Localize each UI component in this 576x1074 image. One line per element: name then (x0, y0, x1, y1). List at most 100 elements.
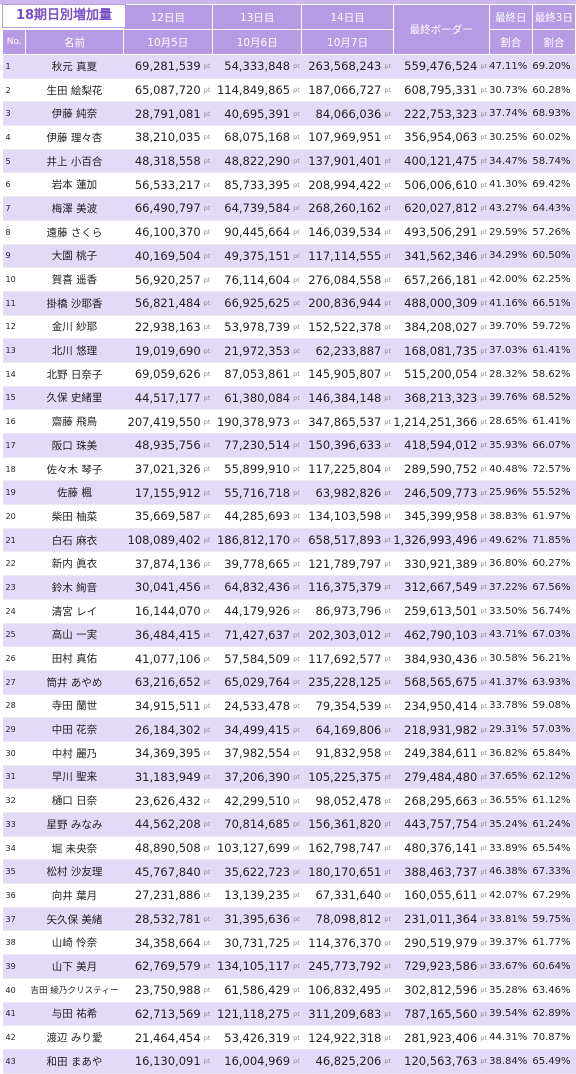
cell-no: 20 (2, 504, 26, 529)
unit-label: pt (479, 741, 490, 766)
table-body: 1 秋元 真夏 69,281,539 pt 54,333,848 pt 263,568,24… (2, 54, 576, 1074)
cell-day14: 106,832,495 (301, 978, 384, 1003)
cell-last3-ratio: 62.12% (532, 765, 576, 790)
cell-final-border: 443,757,754 (393, 812, 480, 837)
unit-label: pt (383, 765, 394, 790)
unit-label: pt (383, 267, 394, 292)
cell-final-border: 341,562,346 (393, 244, 480, 269)
cell-name: 田村 真佑 (25, 646, 124, 671)
unit-label: pt (202, 670, 213, 695)
cell-lastday-ratio: 28.65% (489, 409, 533, 434)
unit-label: pt (292, 646, 302, 671)
unit-label: pt (202, 978, 213, 1003)
unit-label: pt (202, 930, 213, 956)
unit-label: pt (479, 172, 490, 198)
cell-day13: 134,105,117 (212, 954, 293, 979)
cell-name: 鈴木 絢音 (25, 575, 124, 600)
table-row: 34 堀 未央奈 48,890,508 pt 103,127,699 pt 162,798,… (2, 836, 576, 861)
cell-day12: 30,041,456 (123, 575, 203, 600)
unit-label: pt (383, 836, 394, 861)
cell-lastday-ratio: 49.62% (489, 528, 533, 553)
cell-last3-ratio: 62.25% (532, 267, 576, 292)
unit-label: pt (202, 907, 213, 932)
unit-label: pt (202, 315, 213, 340)
cell-lastday-ratio: 39.37% (489, 930, 533, 956)
cell-day14: 162,798,747 (301, 836, 384, 861)
cell-last3-ratio: 65.49% (532, 1049, 576, 1074)
unit-label: pt (202, 646, 213, 671)
cell-no: 6 (2, 172, 26, 198)
cell-no: 43 (2, 1049, 26, 1074)
cell-last3-ratio: 63.93% (532, 670, 576, 695)
unit-label: pt (292, 623, 302, 648)
unit-label: pt (383, 1002, 394, 1027)
cell-day12: 34,915,511 (123, 694, 203, 719)
cell-lastday-ratio: 42.00% (489, 267, 533, 292)
cell-last3-ratio: 60.02% (532, 125, 576, 150)
unit-label: pt (202, 788, 213, 813)
cell-day12: 36,484,415 (123, 623, 203, 648)
table-row: 8 遠藤 さくら 46,100,370 pt 90,445,664 pt 146,039,5… (2, 220, 576, 245)
cell-final-border: 787,165,560 (393, 1002, 480, 1027)
table-row: 4 伊藤 理々杏 38,210,035 pt 68,075,168 pt 107,969,9… (2, 125, 576, 150)
unit-label: pt (202, 101, 213, 127)
unit-label: pt (292, 930, 302, 956)
unit-label: pt (202, 291, 213, 316)
unit-label: pt (383, 741, 394, 766)
cell-no: 7 (2, 196, 26, 221)
cell-day14: 121,789,797 (301, 551, 384, 577)
cell-day12: 21,464,454 (123, 1025, 203, 1050)
cell-no: 19 (2, 480, 26, 506)
unit-label: pt (383, 480, 394, 506)
cell-final-border: 515,200,054 (393, 362, 480, 387)
cell-final-border: 506,006,610 (393, 172, 480, 198)
cell-final-border: 249,384,611 (393, 741, 480, 766)
cell-lastday-ratio: 42.07% (489, 883, 533, 908)
unit-label: pt (479, 930, 490, 956)
cell-name: 早川 聖来 (25, 765, 124, 790)
cell-day14: 62,233,887 (301, 338, 384, 363)
cell-name: 岩本 蓮加 (25, 172, 124, 198)
unit-label: pt (479, 433, 490, 458)
unit-label: pt (479, 859, 490, 885)
unit-label: pt (292, 125, 302, 150)
cell-no: 40 (2, 978, 26, 1003)
cell-no: 14 (2, 362, 26, 387)
unit-label: pt (292, 670, 302, 695)
cell-lastday-ratio: 36.55% (489, 788, 533, 813)
cell-name: 堀 未央奈 (25, 836, 124, 861)
cell-lastday-ratio: 37.22% (489, 575, 533, 600)
cell-lastday-ratio: 33.89% (489, 836, 533, 861)
unit-label: pt (292, 599, 302, 624)
table-row: 18 佐々木 琴子 37,021,326 pt 55,899,910 pt 117,225,… (2, 457, 576, 482)
cell-last3-ratio: 61.41% (532, 409, 576, 434)
cell-name: 白石 麻衣 (25, 528, 124, 553)
unit-label: pt (383, 978, 394, 1003)
cell-last3-ratio: 71.85% (532, 528, 576, 553)
table-row: 20 柴田 柚菜 35,669,587 pt 44,285,693 pt 134,103,5… (2, 504, 576, 529)
cell-day13: 48,822,290 (212, 149, 293, 174)
cell-last3-ratio: 70.87% (532, 1025, 576, 1050)
cell-day14: 200,836,944 (301, 291, 384, 316)
table-row: 29 中田 花奈 26,184,302 pt 34,499,415 pt 64,169,80… (2, 717, 576, 742)
header-day13: 13日目 (211, 4, 303, 30)
unit-label: pt (292, 741, 302, 766)
cell-day14: 187,066,727 (301, 78, 384, 103)
cell-day13: 44,179,926 (212, 599, 293, 624)
unit-label: pt (383, 291, 394, 316)
cell-day12: 56,533,217 (123, 172, 203, 198)
cell-final-border: 268,295,663 (393, 788, 480, 813)
cell-day13: 42,299,510 (212, 788, 293, 813)
cell-lastday-ratio: 41.37% (489, 670, 533, 695)
cell-last3-ratio: 63.46% (532, 978, 576, 1003)
cell-day12: 45,767,840 (123, 859, 203, 885)
cell-final-border: 1,214,251,366 (393, 409, 480, 434)
cell-day13: 61,586,429 (212, 978, 293, 1003)
cell-day13: 16,004,969 (212, 1049, 293, 1074)
cell-no: 34 (2, 836, 26, 861)
unit-label: pt (292, 694, 302, 719)
unit-label: pt (292, 78, 302, 103)
cell-no: 5 (2, 149, 26, 174)
cell-lastday-ratio: 33.67% (489, 954, 533, 979)
cell-no: 1 (2, 54, 26, 79)
